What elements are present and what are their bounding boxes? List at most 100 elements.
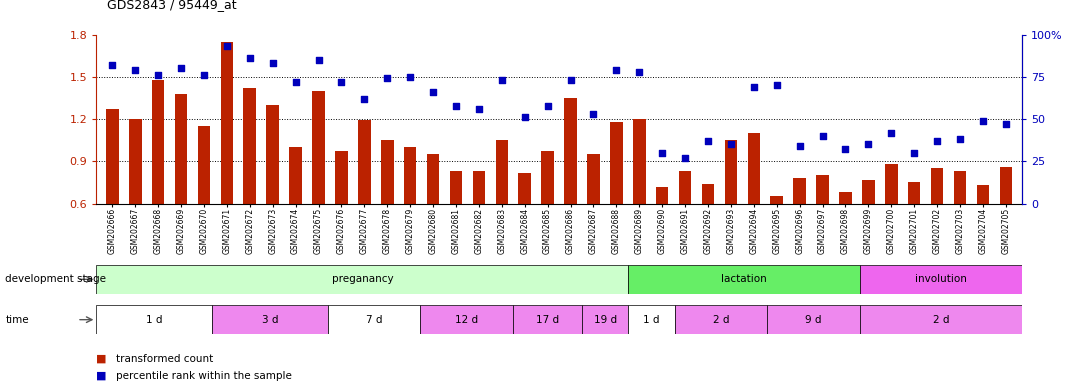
- Bar: [862, 180, 874, 204]
- Text: preganancy: preganancy: [332, 274, 393, 285]
- Point: [356, 96, 373, 102]
- Bar: [266, 105, 279, 204]
- Bar: [770, 197, 783, 204]
- Bar: [220, 41, 233, 204]
- Point: [722, 141, 739, 147]
- Bar: [358, 121, 370, 204]
- Point: [333, 79, 350, 85]
- Text: lactation: lactation: [721, 274, 767, 285]
- Point: [126, 67, 143, 73]
- Bar: [977, 185, 989, 204]
- Point: [608, 67, 625, 73]
- Bar: [724, 140, 737, 204]
- Point: [951, 136, 968, 142]
- Bar: [174, 94, 187, 204]
- Text: 1 d: 1 d: [643, 314, 660, 325]
- Bar: [610, 122, 623, 204]
- Bar: [860, 265, 1022, 294]
- Bar: [518, 172, 531, 204]
- Bar: [541, 151, 554, 204]
- Point: [401, 74, 418, 80]
- Bar: [907, 182, 920, 204]
- Bar: [106, 109, 119, 204]
- Point: [700, 138, 717, 144]
- Point: [287, 79, 304, 85]
- Text: 17 d: 17 d: [536, 314, 559, 325]
- Point: [150, 72, 167, 78]
- Text: transformed count: transformed count: [116, 354, 213, 364]
- Bar: [767, 305, 860, 334]
- Point: [905, 150, 922, 156]
- Text: percentile rank within the sample: percentile rank within the sample: [116, 371, 291, 381]
- Text: involution: involution: [915, 274, 967, 285]
- Text: 2 d: 2 d: [713, 314, 730, 325]
- Text: 12 d: 12 d: [455, 314, 478, 325]
- Text: development stage: development stage: [5, 274, 106, 285]
- Bar: [335, 151, 348, 204]
- Bar: [212, 305, 327, 334]
- Point: [516, 114, 533, 121]
- Point: [539, 103, 556, 109]
- Text: 19 d: 19 d: [594, 314, 617, 325]
- Point: [447, 103, 464, 109]
- Bar: [152, 79, 165, 204]
- Point: [379, 75, 396, 81]
- Text: time: time: [5, 314, 29, 325]
- Bar: [678, 171, 691, 204]
- Bar: [312, 91, 325, 204]
- Point: [997, 121, 1014, 127]
- Point: [196, 72, 213, 78]
- Bar: [931, 168, 944, 204]
- Bar: [633, 119, 645, 204]
- Bar: [999, 167, 1012, 204]
- Point: [471, 106, 488, 112]
- Bar: [96, 265, 628, 294]
- Point: [172, 65, 189, 71]
- Point: [585, 111, 602, 117]
- Bar: [129, 119, 141, 204]
- Point: [264, 60, 281, 66]
- Bar: [587, 154, 600, 204]
- Bar: [628, 265, 860, 294]
- Point: [745, 84, 762, 90]
- Bar: [473, 171, 485, 204]
- Point: [104, 62, 121, 68]
- Point: [814, 133, 831, 139]
- Bar: [96, 305, 212, 334]
- Text: ■: ■: [96, 371, 110, 381]
- Bar: [702, 184, 715, 204]
- Bar: [816, 175, 829, 204]
- Bar: [748, 133, 760, 204]
- Text: 9 d: 9 d: [806, 314, 822, 325]
- Bar: [244, 88, 256, 204]
- Text: 1 d: 1 d: [146, 314, 163, 325]
- Bar: [953, 171, 966, 204]
- Point: [860, 141, 877, 147]
- Point: [975, 118, 992, 124]
- Bar: [449, 171, 462, 204]
- Point: [493, 77, 510, 83]
- Bar: [381, 140, 394, 204]
- Point: [310, 57, 327, 63]
- Text: 2 d: 2 d: [933, 314, 949, 325]
- Bar: [582, 305, 628, 334]
- Bar: [198, 126, 211, 204]
- Point: [562, 77, 579, 83]
- Point: [241, 55, 258, 61]
- Bar: [513, 305, 582, 334]
- Point: [837, 146, 854, 152]
- Bar: [327, 305, 421, 334]
- Bar: [675, 305, 767, 334]
- Point: [791, 143, 808, 149]
- Point: [218, 43, 235, 50]
- Bar: [495, 140, 508, 204]
- Bar: [628, 305, 675, 334]
- Bar: [564, 98, 577, 204]
- Text: 3 d: 3 d: [261, 314, 278, 325]
- Bar: [793, 178, 806, 204]
- Bar: [427, 154, 440, 204]
- Point: [768, 82, 785, 88]
- Point: [425, 89, 442, 95]
- Point: [630, 69, 647, 75]
- Bar: [839, 192, 852, 204]
